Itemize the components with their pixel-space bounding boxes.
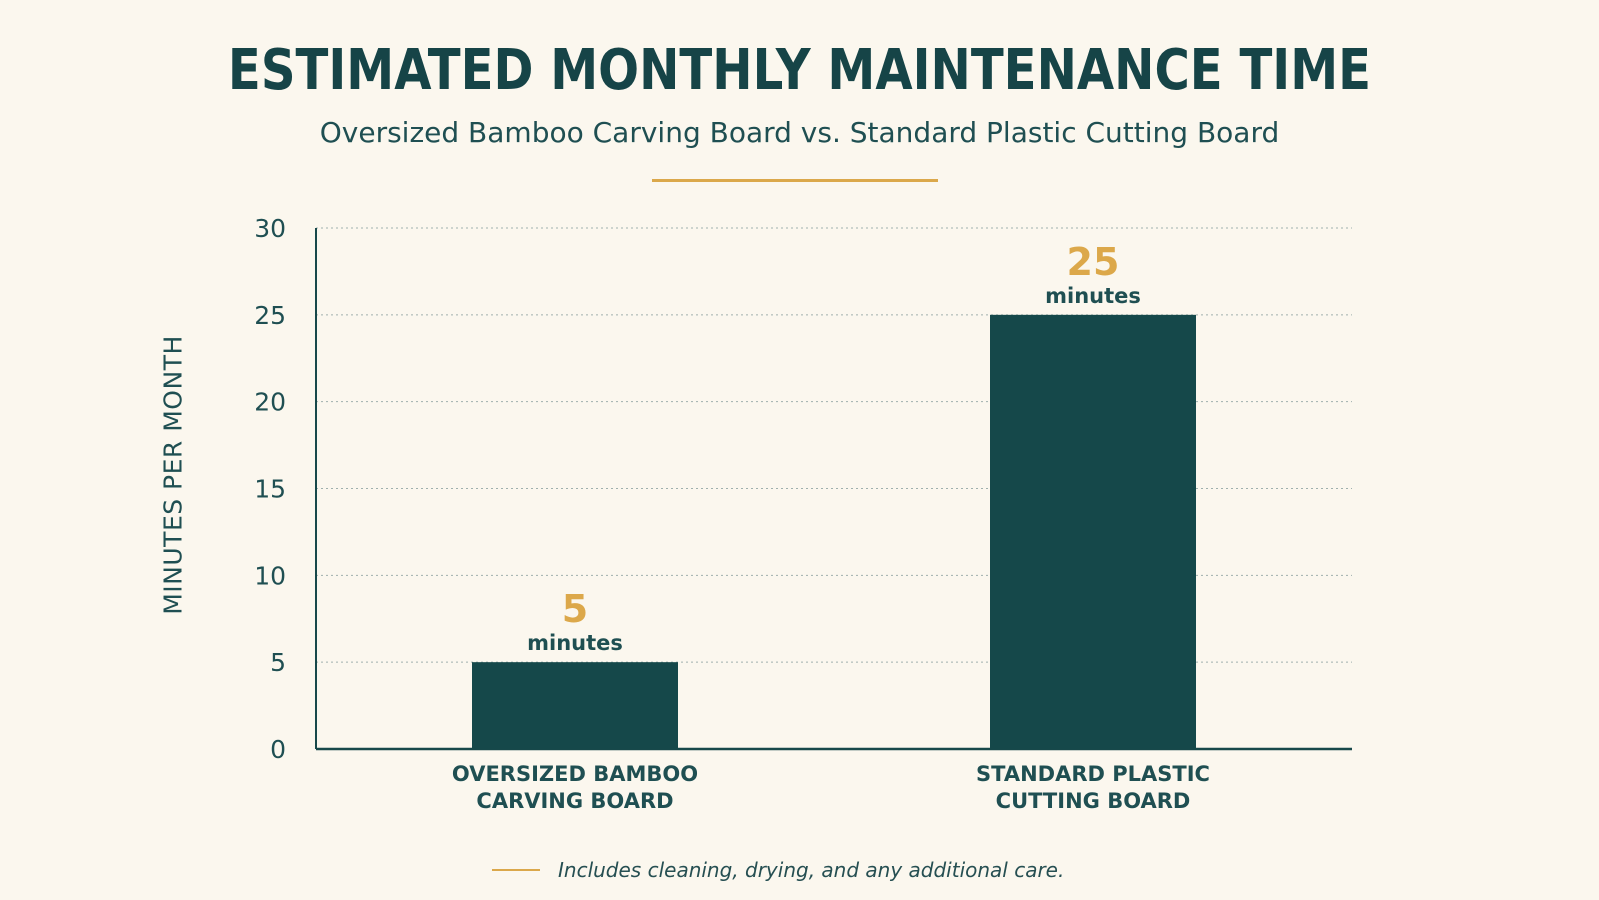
chart-title: ESTIMATED MONTHLY MAINTENANCE TIME <box>227 38 1372 103</box>
footnote: Includes cleaning, drying, and any addit… <box>492 858 1064 882</box>
bar-value-label: 25 <box>1067 240 1120 284</box>
x-category-label: STANDARD PLASTIC <box>976 762 1210 786</box>
footnote-swatch <box>492 869 540 871</box>
y-tick-label: 25 <box>254 301 286 330</box>
x-category-label: CARVING BOARD <box>476 789 673 813</box>
bar-unit-label: minutes <box>1045 284 1141 308</box>
y-tick-label: 20 <box>254 388 286 417</box>
footnote-text: Includes cleaning, drying, and any addit… <box>558 858 1065 882</box>
chart-subtitle: Oversized Bamboo Carving Board vs. Stand… <box>319 116 1280 149</box>
bar <box>990 314 1196 749</box>
y-tick-label: 15 <box>254 475 286 504</box>
y-tick-label: 30 <box>254 214 286 243</box>
x-category-label: OVERSIZED BAMBOO <box>452 762 698 786</box>
bar-value-label: 5 <box>562 587 588 631</box>
y-tick-label: 10 <box>254 561 286 590</box>
bar-unit-label: minutes <box>527 631 623 655</box>
title-divider <box>652 179 938 182</box>
y-tick-label: 5 <box>270 648 286 677</box>
y-tick-label: 0 <box>270 735 286 764</box>
bar <box>472 662 678 749</box>
x-category-label: CUTTING BOARD <box>996 789 1191 813</box>
